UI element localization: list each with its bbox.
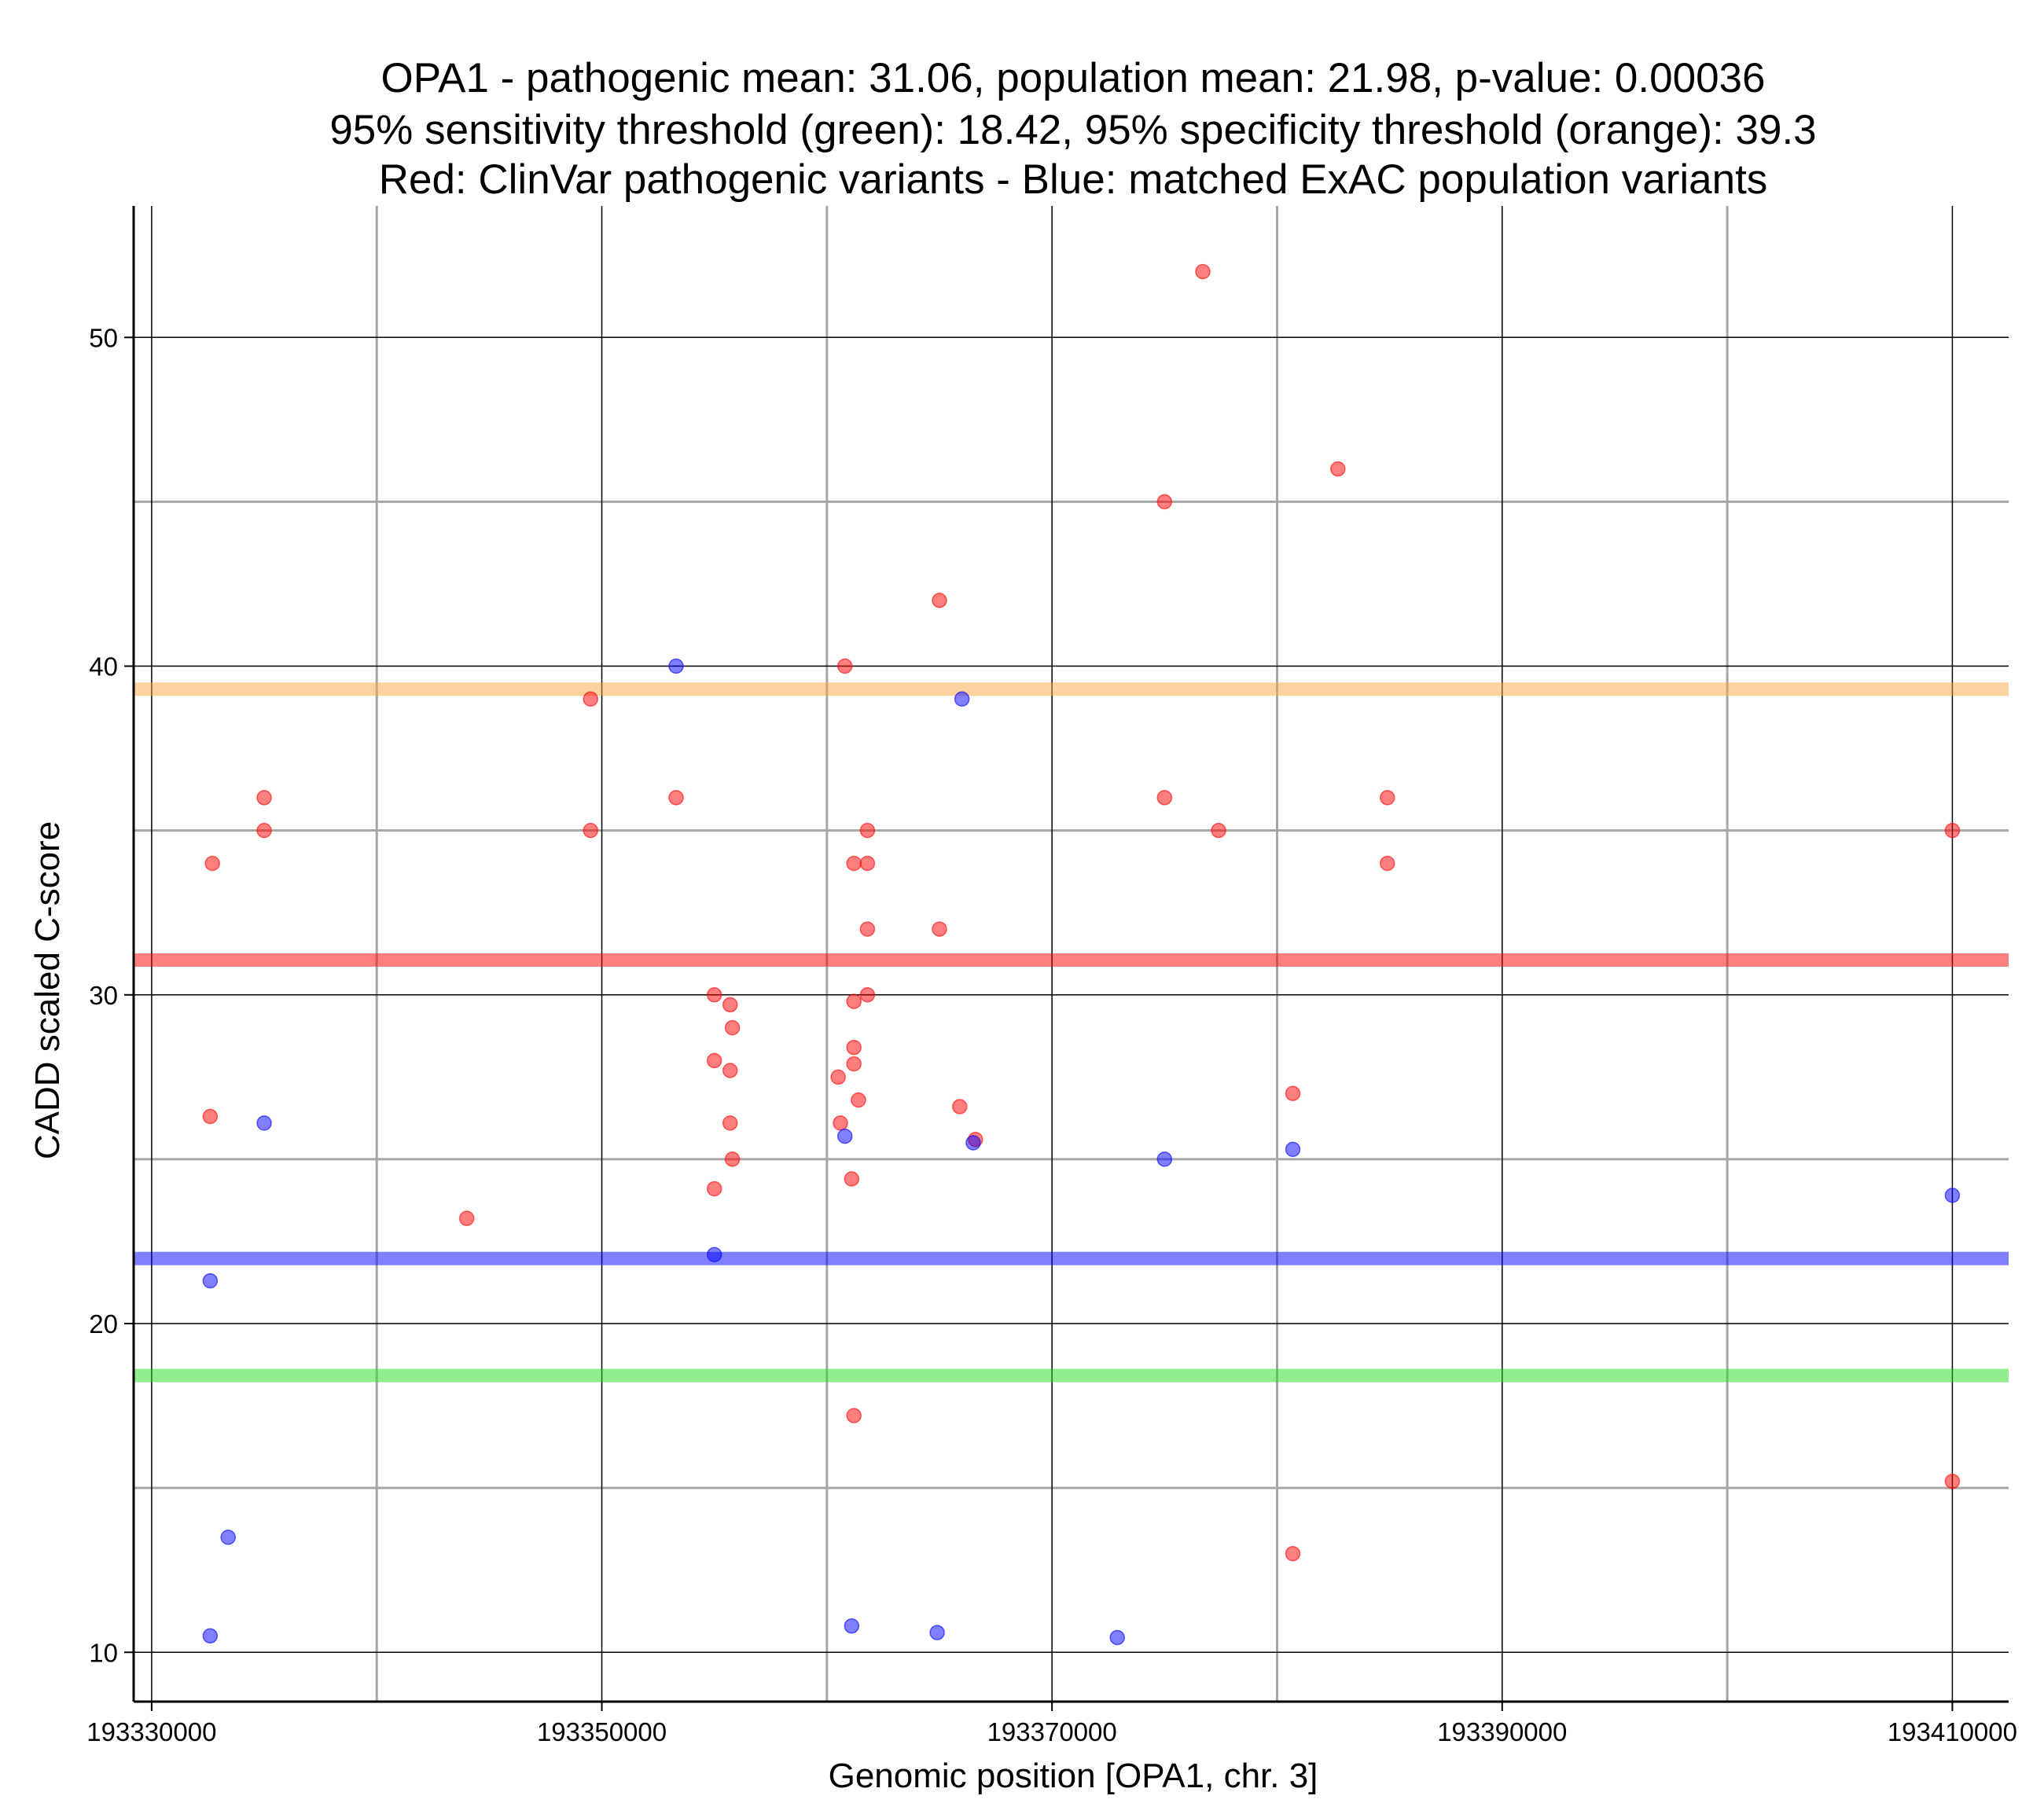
population-point-8 [706, 1247, 722, 1262]
pathogenic-point-27 [859, 987, 876, 1003]
pathogenic-point-9 [583, 822, 598, 839]
x-tick-label-4: 193410000 [1888, 1717, 2017, 1746]
population-point-3 [837, 1128, 853, 1144]
pathogenic-point-20 [1944, 822, 1961, 839]
pathogenic-point-37 [706, 1181, 722, 1197]
pathogenic-point-7 [256, 822, 272, 839]
pathogenic-point-42 [846, 1408, 862, 1423]
pathogenic-point-19 [1380, 855, 1395, 872]
pathogenic-point-18 [1380, 790, 1395, 806]
chart-title-line-1: OPA1 - pathogenic mean: 31.06, populatio… [380, 55, 1765, 101]
population-point-0 [668, 658, 684, 674]
population-point-5 [1156, 1151, 1173, 1167]
population-point-4 [965, 1135, 981, 1151]
pathogenic-point-38 [844, 1171, 860, 1187]
y-tick-label-1: 20 [89, 1309, 118, 1338]
y-tick-label-2: 30 [89, 981, 118, 1010]
population-point-10 [220, 1529, 237, 1545]
pathogenic-point-21 [706, 987, 722, 1003]
pathogenic-point-33 [952, 1099, 968, 1114]
chart-title-line-3: Red: ClinVar pathogenic variants - Blue:… [379, 156, 1768, 203]
pathogenic-point-41 [1285, 1085, 1301, 1102]
population-point-1 [954, 691, 970, 707]
pathogenic-point-16 [1156, 790, 1173, 806]
pathogenic-point-30 [830, 1069, 846, 1085]
x-tick-label-0: 193330000 [86, 1717, 216, 1746]
x-tick-label-2: 193370000 [987, 1717, 1117, 1746]
chart-title-line-2: 95% sensitivity threshold (green): 18.42… [329, 107, 1816, 153]
population-point-9 [202, 1272, 219, 1289]
pathogenic-point-24 [706, 1052, 722, 1069]
pathogenic-point-4 [837, 658, 853, 674]
x-axis-title: Genomic position [OPA1, chr. 3] [829, 1757, 1318, 1795]
pathogenic-point-32 [833, 1115, 848, 1131]
y-tick-label-4: 50 [89, 323, 118, 352]
pathogenic-point-12 [846, 855, 862, 872]
threshold-layer [134, 682, 2009, 1383]
pathogenic-point-1 [1330, 461, 1346, 477]
pathogenic-point-43 [1944, 1474, 1961, 1489]
pathogenic-point-29 [846, 1056, 862, 1072]
pathogenic-point-35 [722, 1115, 738, 1131]
pathogenic-point-40 [458, 1210, 475, 1226]
y-tick-label-3: 40 [89, 652, 118, 681]
pathogenic-point-6 [256, 790, 272, 806]
pathogenic-point-8 [204, 855, 220, 872]
pathogenic-point-39 [202, 1108, 219, 1125]
pathogenic-point-17 [1211, 822, 1226, 839]
pathogenic-point-13 [859, 855, 876, 872]
pathogenic-point-26 [846, 993, 862, 1009]
point-layer [202, 263, 1961, 1646]
pathogenic-point-10 [668, 790, 684, 806]
population-point-11 [202, 1628, 219, 1644]
pathogenic-point-14 [859, 921, 876, 937]
population-point-12 [844, 1618, 860, 1634]
pathogenic-point-11 [859, 822, 876, 839]
pathogenic-point-31 [851, 1092, 866, 1108]
pathogenic-point-2 [1156, 494, 1173, 510]
x-tick-label-3: 193390000 [1437, 1717, 1567, 1746]
axis-layer: 193330000 193350000 193370000 193390000 1934… [86, 206, 2017, 1746]
population-point-2 [256, 1115, 272, 1131]
population-point-7 [1944, 1188, 1961, 1203]
pathogenic-point-15 [932, 921, 947, 937]
pathogenic-point-3 [932, 593, 947, 608]
pathogenic-point-23 [724, 1019, 741, 1036]
x-tick-label-1: 193350000 [537, 1717, 667, 1746]
pathogenic-point-22 [722, 997, 738, 1013]
pathogenic-point-28 [846, 1039, 862, 1056]
pathogenic-point-25 [722, 1063, 738, 1078]
pathogenic-point-44 [1285, 1546, 1301, 1562]
population-point-6 [1285, 1141, 1301, 1158]
y-tick-label-0: 10 [89, 1638, 118, 1667]
pathogenic-point-36 [724, 1151, 741, 1167]
pathogenic-point-5 [583, 691, 598, 707]
population-point-14 [1109, 1629, 1125, 1646]
population-point-13 [929, 1625, 945, 1640]
pathogenic-point-0 [1195, 263, 1211, 280]
y-axis-title: CADD scaled C-score [28, 821, 67, 1159]
